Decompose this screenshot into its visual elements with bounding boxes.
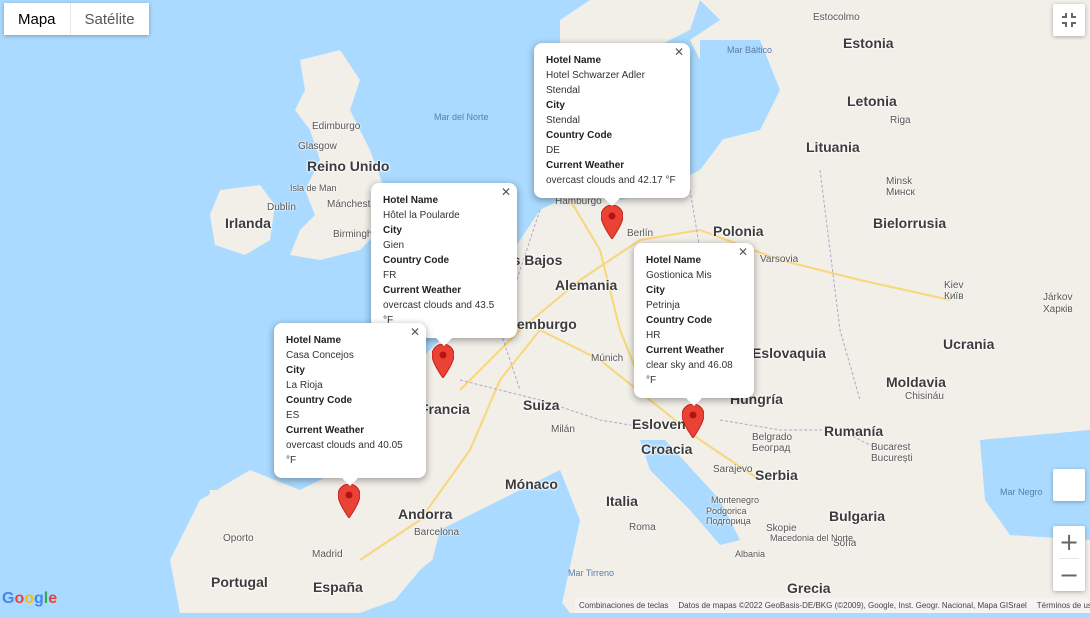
city-label-heading: City bbox=[286, 365, 305, 376]
country-code-label: Country Code bbox=[646, 315, 713, 326]
weather-label: Current Weather bbox=[383, 285, 462, 296]
city-label-heading: City bbox=[383, 225, 402, 236]
map-type-control: Mapa Satélite bbox=[4, 3, 149, 35]
city-label-heading: City bbox=[646, 285, 665, 296]
close-icon[interactable]: ✕ bbox=[737, 245, 748, 259]
weather-value: overcast clouds and 42.17 °F bbox=[546, 175, 676, 186]
map-marker-icon[interactable] bbox=[432, 344, 454, 378]
map-attribution: Datos de mapas ©2022 GeoBasis-DE/BKG (©2… bbox=[678, 601, 1027, 610]
city-value: Stendal bbox=[546, 115, 580, 126]
hotel-label: Hotel Name bbox=[646, 255, 702, 266]
info-window-petrinja: ✕ Hotel Name Gostionica Mis City Petrinj… bbox=[634, 243, 754, 406]
hotel-name: Gostionica Mis bbox=[646, 270, 712, 281]
city-label-heading: City bbox=[546, 100, 565, 111]
info-window-stendal: ✕ Hotel Name Hotel Schwarzer Adler Stend… bbox=[534, 43, 690, 206]
weather-label: Current Weather bbox=[646, 345, 725, 356]
map-marker-icon[interactable] bbox=[682, 404, 704, 438]
country-code-value: ES bbox=[286, 410, 300, 421]
city-value: La Rioja bbox=[286, 380, 323, 391]
keyboard-shortcuts-link[interactable]: Combinaciones de teclas bbox=[579, 601, 669, 610]
hotel-label: Hotel Name bbox=[286, 335, 342, 346]
map-marker-icon[interactable] bbox=[601, 205, 623, 239]
hotel-name: Hôtel la Poularde bbox=[383, 210, 460, 221]
country-code-label: Country Code bbox=[546, 130, 613, 141]
weather-value: clear sky and 46.08 °F bbox=[646, 360, 733, 386]
country-code-value: FR bbox=[383, 270, 397, 281]
map-marker-icon[interactable] bbox=[338, 484, 360, 518]
country-code-value: DE bbox=[546, 145, 560, 156]
map-type-map-button[interactable]: Mapa bbox=[4, 3, 71, 35]
street-view-pegman-button[interactable] bbox=[1053, 469, 1085, 501]
map-footer: Combinaciones de teclas Datos de mapas ©… bbox=[575, 598, 1090, 613]
weather-value: overcast clouds and 40.05 °F bbox=[286, 440, 403, 466]
info-window-la-rioja: ✕ Hotel Name Casa Concejos City La Rioja… bbox=[274, 323, 426, 486]
country-code-value: HR bbox=[646, 330, 661, 341]
close-icon[interactable]: ✕ bbox=[409, 325, 420, 339]
google-logo: Google bbox=[2, 590, 58, 607]
exit-fullscreen-icon bbox=[1062, 13, 1076, 27]
terms-link[interactable]: Términos de uso bbox=[1036, 601, 1090, 610]
fullscreen-button[interactable] bbox=[1053, 4, 1085, 36]
weather-label: Current Weather bbox=[286, 425, 365, 436]
map-type-satellite-button[interactable]: Satélite bbox=[70, 3, 149, 35]
hotel-name: Hotel Schwarzer Adler Stendal bbox=[546, 70, 645, 96]
minus-icon: − bbox=[1058, 561, 1080, 589]
country-code-label: Country Code bbox=[286, 395, 353, 406]
zoom-divider bbox=[1059, 558, 1079, 559]
zoom-control: + − bbox=[1053, 526, 1085, 591]
weather-value: overcast clouds and 43.5 °F bbox=[383, 300, 495, 326]
close-icon[interactable]: ✕ bbox=[500, 185, 511, 199]
city-value: Gien bbox=[383, 240, 405, 251]
weather-label: Current Weather bbox=[546, 160, 625, 171]
hotel-label: Hotel Name bbox=[546, 55, 602, 66]
zoom-in-button[interactable]: + bbox=[1053, 526, 1085, 558]
city-value: Petrinja bbox=[646, 300, 680, 311]
close-icon[interactable]: ✕ bbox=[673, 45, 684, 59]
hotel-label: Hotel Name bbox=[383, 195, 439, 206]
hotel-name: Casa Concejos bbox=[286, 350, 354, 361]
country-code-label: Country Code bbox=[383, 255, 450, 266]
info-window-gien: ✕ Hotel Name Hôtel la Poularde City Gien… bbox=[371, 183, 517, 346]
zoom-out-button[interactable]: − bbox=[1053, 559, 1085, 591]
plus-icon: + bbox=[1058, 528, 1080, 556]
